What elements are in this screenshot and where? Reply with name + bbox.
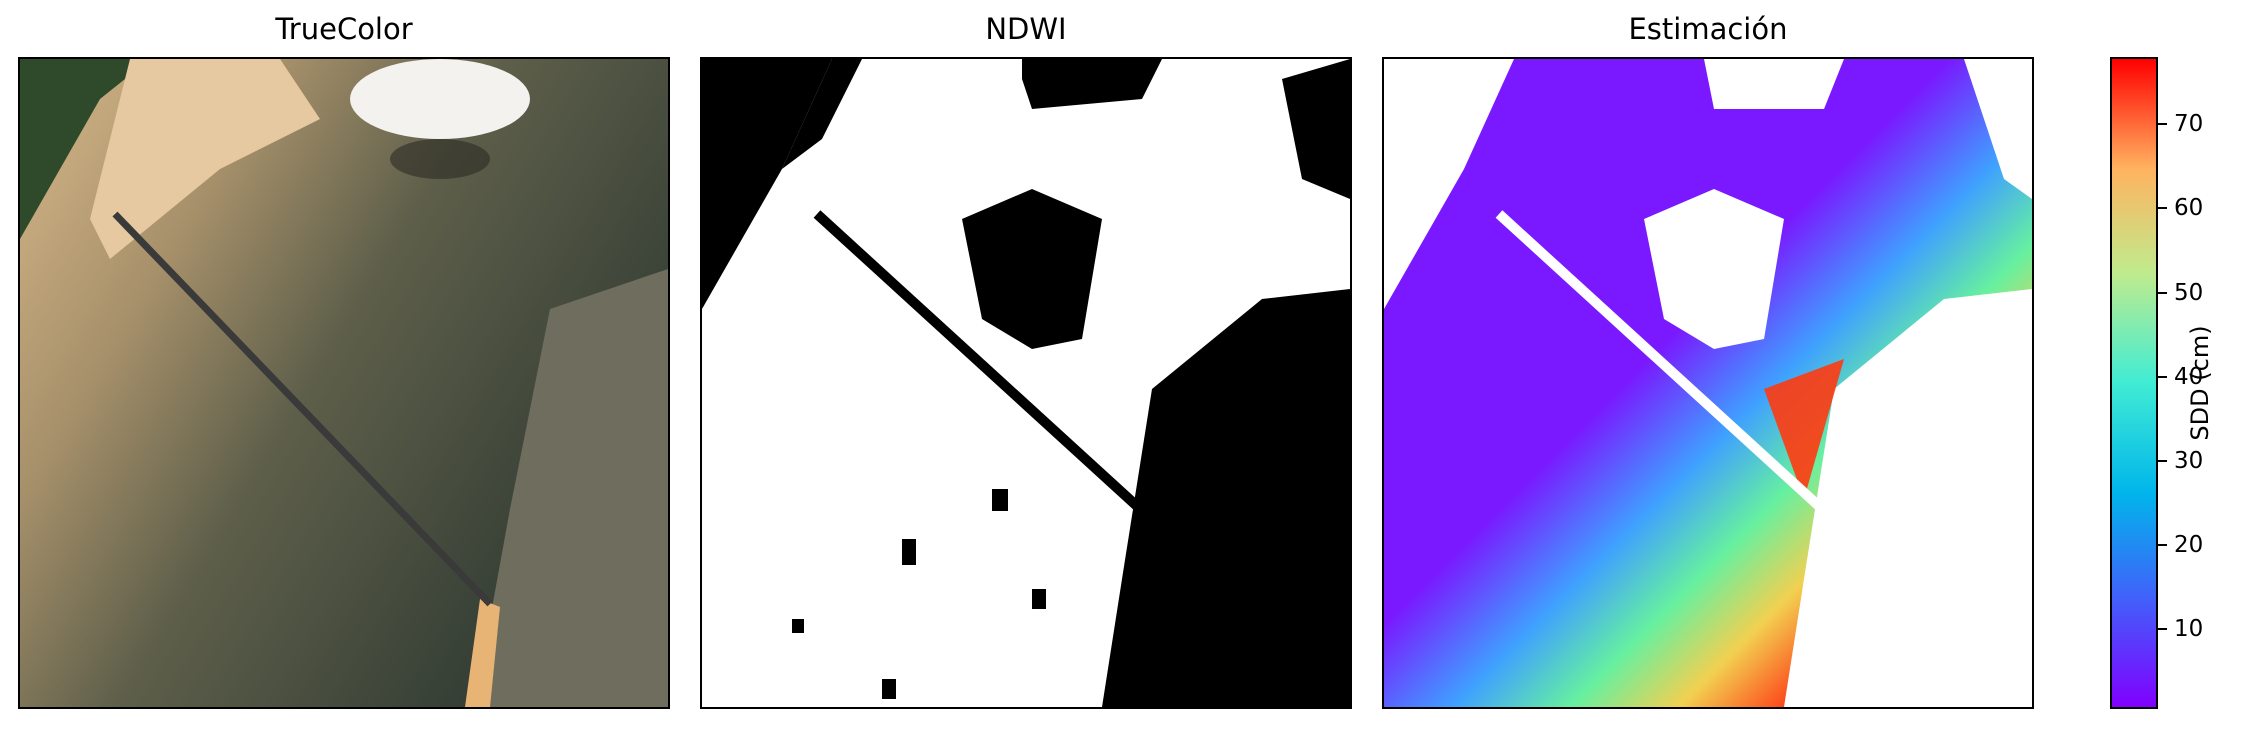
colorbar-tick <box>2158 123 2167 126</box>
pier <box>112 211 493 607</box>
colorbar-label: SDD (cm) <box>2186 325 2214 441</box>
truecolor-image <box>20 59 668 707</box>
cloud <box>350 59 530 139</box>
colorbar-tick <box>2158 291 2167 294</box>
ndwi-title: NDWI <box>985 12 1067 46</box>
estimation-panel <box>1382 57 2034 709</box>
colorbar-tick <box>2158 207 2167 210</box>
colorbar-tick-label: 30 <box>2174 447 2204 474</box>
sdd-estimation-map <box>1384 59 2032 707</box>
colorbar-tick-label: 50 <box>2174 279 2204 306</box>
truecolor-panel <box>18 57 670 709</box>
truecolor-title: TrueColor <box>275 12 413 46</box>
colorbar-tick <box>2158 459 2167 462</box>
sdd-colorbar <box>2110 57 2158 709</box>
ndwi-panel <box>700 57 1352 709</box>
colorbar-tick-label: 40 <box>2174 363 2204 390</box>
colorbar-tick-label: 10 <box>2174 616 2204 643</box>
urban-area <box>490 269 668 707</box>
ndwi-mask <box>702 59 1350 707</box>
colorbar-tick-label: 70 <box>2174 111 2204 138</box>
estimation-title: Estimación <box>1628 12 1788 46</box>
vegetation-area <box>20 59 150 239</box>
sand-shore <box>90 59 320 259</box>
colorbar-tick-label: 20 <box>2174 531 2204 558</box>
colorbar-tick <box>2158 628 2167 631</box>
colorbar-tick <box>2158 375 2167 378</box>
colorbar-tick-label: 60 <box>2174 195 2204 222</box>
colorbar-tick <box>2158 543 2167 546</box>
